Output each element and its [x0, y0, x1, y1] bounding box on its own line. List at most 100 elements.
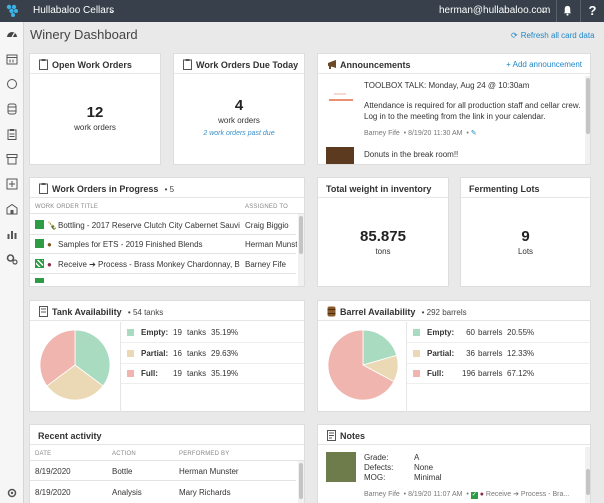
scroll-thumb[interactable] — [586, 469, 590, 495]
dashboard-icon[interactable] — [6, 28, 18, 40]
card-title: Notes — [340, 431, 366, 441]
scrollbar[interactable] — [585, 447, 590, 503]
refresh-all-button[interactable]: ⟳ Refresh all card data — [511, 31, 595, 40]
chevron-down-icon[interactable]: ⌄ — [540, 5, 548, 15]
col-header-performed-by[interactable]: PERFORMED BY — [179, 451, 230, 457]
col-header-action[interactable]: ACTION — [112, 451, 136, 457]
tank-pie-chart — [39, 329, 111, 401]
row-title: Bottling - 2017 Reserve Clutch City Cabe… — [58, 221, 240, 230]
scroll-thumb[interactable] — [299, 463, 303, 499]
due-today-count: 4 — [234, 97, 244, 114]
pie-slice-full — [39, 329, 76, 387]
archive-icon[interactable] — [6, 153, 18, 165]
top-bar: Hullabaloo Cellars ⌄ herman@hullabaloo.c… — [0, 0, 604, 22]
in-progress-card: Work Orders in Progress • 5 WORK ORDER T… — [29, 177, 305, 287]
total-weight-card[interactable]: Total weight in inventory 85.875 tons — [317, 177, 449, 287]
row-title: Samples for ETS - 2019 Finished Blends — [58, 240, 203, 249]
fermenting-value: 9 — [521, 228, 530, 245]
bottle-icon: 🍾 — [47, 221, 57, 230]
legend-swatch — [413, 329, 420, 336]
card-title: Work Orders in Progress • 5 — [52, 184, 175, 194]
megaphone-icon — [328, 60, 336, 69]
sample-icon: ● — [47, 240, 52, 249]
check-icon: ✓ — [470, 492, 478, 499]
tank-icon — [39, 306, 48, 317]
bar-chart-icon[interactable] — [6, 228, 18, 240]
row-assigned: Craig Biggio — [245, 221, 289, 230]
due-today-label: work orders — [218, 116, 260, 125]
scrollbar[interactable] — [585, 76, 590, 164]
announcement-timestamp: 8/19/20 11:30 AM — [408, 130, 463, 137]
recent-activity-card: Recent activity DATE ACTION PERFORMED BY… — [29, 424, 305, 503]
add-announcement-button[interactable]: + Add announcement — [506, 60, 582, 69]
scrollbar[interactable] — [298, 461, 304, 503]
plus-box-icon[interactable] — [6, 178, 18, 190]
card-title: Total weight in inventory — [326, 184, 432, 194]
grape-icon: ● — [479, 491, 484, 498]
edit-pencil-icon[interactable]: ✎ — [470, 130, 477, 137]
plus-icon: + — [506, 60, 511, 69]
clipboard-icon — [183, 59, 192, 70]
pie-slice-empty — [74, 329, 111, 387]
legend-swatch — [413, 350, 420, 357]
circle-icon[interactable] — [6, 78, 18, 90]
sidebar — [0, 22, 24, 503]
fermenting-lots-card[interactable]: Fermenting Lots 9 Lots — [460, 177, 591, 287]
barrel-icon[interactable] — [6, 103, 18, 115]
total-weight-value: 85.875 — [360, 228, 406, 245]
card-title: Barrel Availability • 292 barrels — [340, 307, 467, 317]
col-header-assigned[interactable]: ASSIGNED TO — [245, 204, 288, 210]
note-icon — [327, 430, 336, 441]
bell-icon — [563, 5, 572, 16]
card-title: Recent activity — [38, 431, 102, 441]
scroll-thumb[interactable] — [299, 216, 303, 254]
announcement-body: Attendance is required for all productio… — [364, 101, 581, 121]
col-header-date[interactable]: DATE — [35, 451, 52, 457]
barrel-pie-chart — [327, 329, 399, 401]
card-title: Tank Availability • 54 tanks — [52, 307, 164, 317]
row-assigned: Herman Munster — [245, 240, 297, 249]
legend-swatch — [127, 350, 134, 357]
pie-slice-full — [327, 329, 395, 401]
open-work-orders-card[interactable]: Open Work Orders 12 work orders — [29, 53, 161, 165]
fermenting-unit: Lots — [517, 247, 534, 256]
page-title: Winery Dashboard — [30, 27, 138, 42]
note-link[interactable]: Receive ➔ Process - Bra... — [485, 491, 570, 498]
col-header-title[interactable]: WORK ORDER TITLE — [35, 204, 99, 210]
row-title: Receive ➔ Process - Brass Monkey Chardon… — [58, 260, 240, 269]
pie-slice-empty — [362, 329, 398, 366]
notifications-button[interactable] — [556, 0, 576, 22]
card-title: Fermenting Lots — [469, 184, 540, 194]
status-indicator — [35, 239, 44, 248]
legend-swatch — [127, 329, 134, 336]
user-menu[interactable]: herman@hullabaloo.com — [439, 5, 551, 16]
note-author: Barney Fife — [364, 491, 400, 498]
refresh-icon: ⟳ — [511, 31, 518, 40]
help-icon[interactable]: ? — [580, 0, 604, 22]
past-due-link[interactable]: 2 work orders past due — [203, 130, 275, 137]
announcement-author: Barney Fife — [364, 130, 400, 137]
announcements-card: Announcements + Add announcement TOOLBOX… — [317, 53, 591, 165]
facility-icon[interactable] — [6, 203, 18, 215]
chevron-down-icon[interactable]: ⌄ — [108, 5, 116, 15]
card-title: Announcements — [340, 60, 411, 70]
gears-icon[interactable] — [6, 253, 18, 265]
clipboard-icon — [39, 183, 48, 194]
due-today-card[interactable]: Work Orders Due Today 4 work orders 2 wo… — [173, 53, 305, 165]
scrollbar[interactable] — [298, 214, 304, 286]
announcement-title: Donuts in the break room!! — [364, 150, 459, 159]
card-title: Work Orders Due Today — [196, 60, 299, 70]
app-logo-icon[interactable] — [4, 3, 20, 19]
clipboard-icon[interactable] — [6, 128, 18, 140]
company-selector[interactable]: Hullabaloo Cellars — [33, 5, 115, 16]
settings-gear-icon[interactable] — [6, 487, 18, 499]
status-indicator — [35, 220, 44, 229]
clipboard-icon — [39, 59, 48, 70]
calendar-icon[interactable] — [6, 53, 18, 65]
note-timestamp: 8/19/20 11:07 AM — [408, 491, 463, 498]
notes-card: Notes Grade: A Defects: None MOG: Minima… — [317, 424, 591, 503]
card-title: Open Work Orders — [52, 60, 132, 70]
grape-icon: ● — [47, 260, 52, 269]
open-orders-count: 12 — [86, 104, 104, 121]
scroll-thumb[interactable] — [586, 78, 590, 134]
